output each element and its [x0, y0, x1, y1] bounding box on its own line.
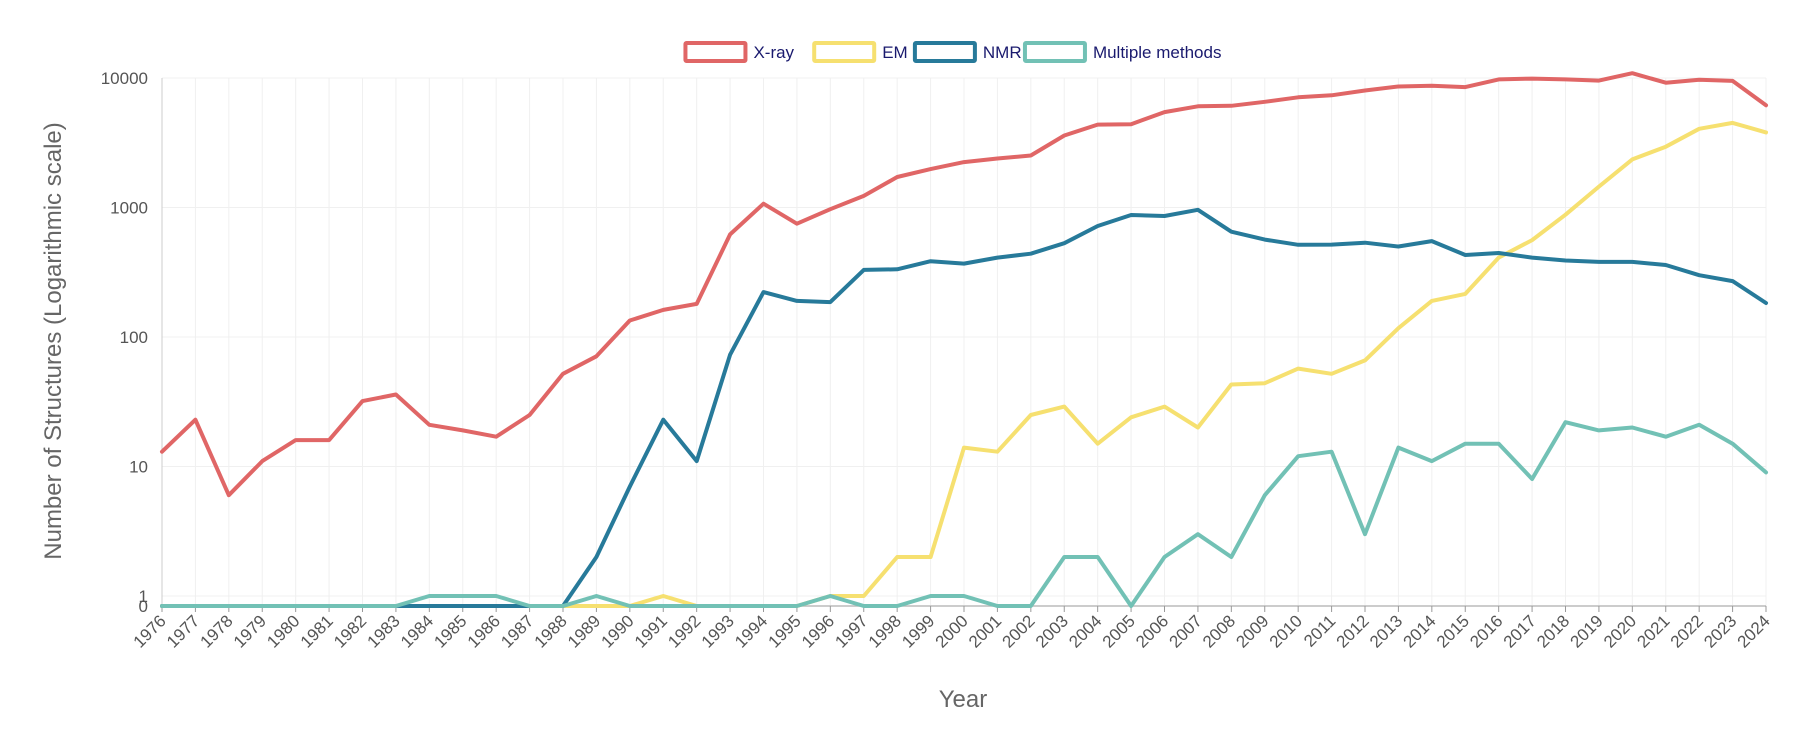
legend-item: Multiple methods	[1022, 41, 1222, 63]
series-line-nmr	[160, 207, 1768, 608]
x-tick-label: 1979	[230, 611, 270, 651]
x-tick-label: 1987	[497, 611, 537, 651]
x-tick-label: 2021	[1633, 611, 1673, 651]
x-tick-label: 2022	[1667, 611, 1707, 651]
legend-label: EM	[882, 43, 908, 62]
x-tick-label: 1990	[597, 611, 637, 651]
x-tick-label: 1998	[865, 611, 905, 651]
series-lines	[160, 71, 1768, 608]
legend: X-ray EM NMR Multiple methods	[683, 41, 1222, 63]
series-line-x-ray	[160, 71, 1768, 498]
x-tick-label: 2015	[1433, 611, 1473, 651]
y-tick-label: 1000	[110, 199, 148, 218]
legend-label: NMR	[983, 43, 1022, 62]
x-tick-label: 1989	[564, 611, 604, 651]
y-axis-title: Number of Structures (Logarithmic scale)	[40, 122, 67, 559]
x-tick-label: 2023	[1700, 611, 1740, 651]
x-tick-label: 2004	[1065, 611, 1105, 651]
x-tick-label: 2014	[1399, 611, 1439, 651]
x-tick-label: 2011	[1300, 611, 1339, 650]
legend-swatch	[812, 41, 877, 63]
x-tick-label: 1996	[798, 611, 838, 651]
x-tick-label: 2012	[1333, 611, 1373, 651]
x-tick-label: 1983	[364, 611, 404, 651]
x-tick-label: 2007	[1166, 611, 1206, 651]
x-tick-label: 1991	[631, 611, 671, 651]
x-tick-label: 1994	[731, 611, 771, 651]
x-tick-label: 1976	[130, 611, 170, 651]
x-tick-label: 1992	[664, 611, 704, 651]
x-tick-label: 2006	[1132, 611, 1172, 651]
x-tick-label: 2005	[1099, 611, 1139, 651]
x-tick-label: 1999	[898, 611, 938, 651]
x-tick-label: 1993	[698, 611, 738, 651]
y-tick-label: 100	[120, 328, 148, 347]
x-axis-title: Year	[939, 686, 988, 713]
legend-swatch	[912, 41, 977, 63]
legend-label: Multiple methods	[1093, 43, 1222, 62]
x-tick-label: 2020	[1600, 611, 1640, 651]
x-tick-label: 2000	[932, 611, 972, 651]
x-tick-label: 2013	[1366, 611, 1406, 651]
y-tick-label: 1	[139, 587, 148, 606]
x-tick-label: 2016	[1466, 611, 1506, 651]
x-tick-label: 2010	[1266, 611, 1306, 651]
grid	[161, 77, 1767, 606]
y-tick-label: 0	[139, 597, 148, 616]
x-tick-label: 2019	[1567, 611, 1607, 651]
x-tick-label: 2001	[965, 611, 1005, 651]
y-axis-ticks: 01 10 100 1000 10000	[101, 69, 148, 616]
x-tick-label: 1980	[263, 611, 303, 651]
x-tick-label: 2002	[998, 611, 1038, 651]
y-tick-label: 10000	[101, 69, 148, 88]
x-tick-label: 1986	[464, 611, 504, 651]
x-axis-ticks: 1976197719781979198019811982198319841985…	[130, 606, 1774, 652]
x-tick-label: 1982	[330, 611, 370, 651]
x-tick-label: 2008	[1199, 611, 1239, 651]
x-tick-label: 1988	[531, 611, 571, 651]
x-tick-label: 2018	[1533, 611, 1573, 651]
x-tick-label: 1995	[765, 611, 805, 651]
x-tick-label: 1981	[297, 611, 337, 651]
x-tick-label: 1977	[163, 611, 203, 651]
legend-label: X-ray	[753, 43, 794, 62]
legend-item: EM	[812, 41, 908, 63]
x-tick-label: 2009	[1232, 611, 1272, 651]
legend-item: NMR	[912, 41, 1022, 63]
x-tick-label: 1984	[397, 611, 437, 651]
legend-swatch	[1022, 41, 1087, 63]
x-tick-label: 1985	[430, 611, 470, 651]
x-tick-label: 1997	[831, 611, 871, 651]
legend-swatch	[683, 41, 748, 63]
series-line-multiple-methods	[160, 420, 1768, 608]
x-tick-label: 1978	[196, 611, 236, 651]
x-tick-label: 2024	[1734, 611, 1774, 651]
x-tick-label: 2003	[1032, 611, 1072, 651]
legend-item: X-ray	[683, 41, 795, 63]
x-tick-label: 2017	[1500, 611, 1540, 651]
y-tick-label: 10	[129, 458, 148, 477]
